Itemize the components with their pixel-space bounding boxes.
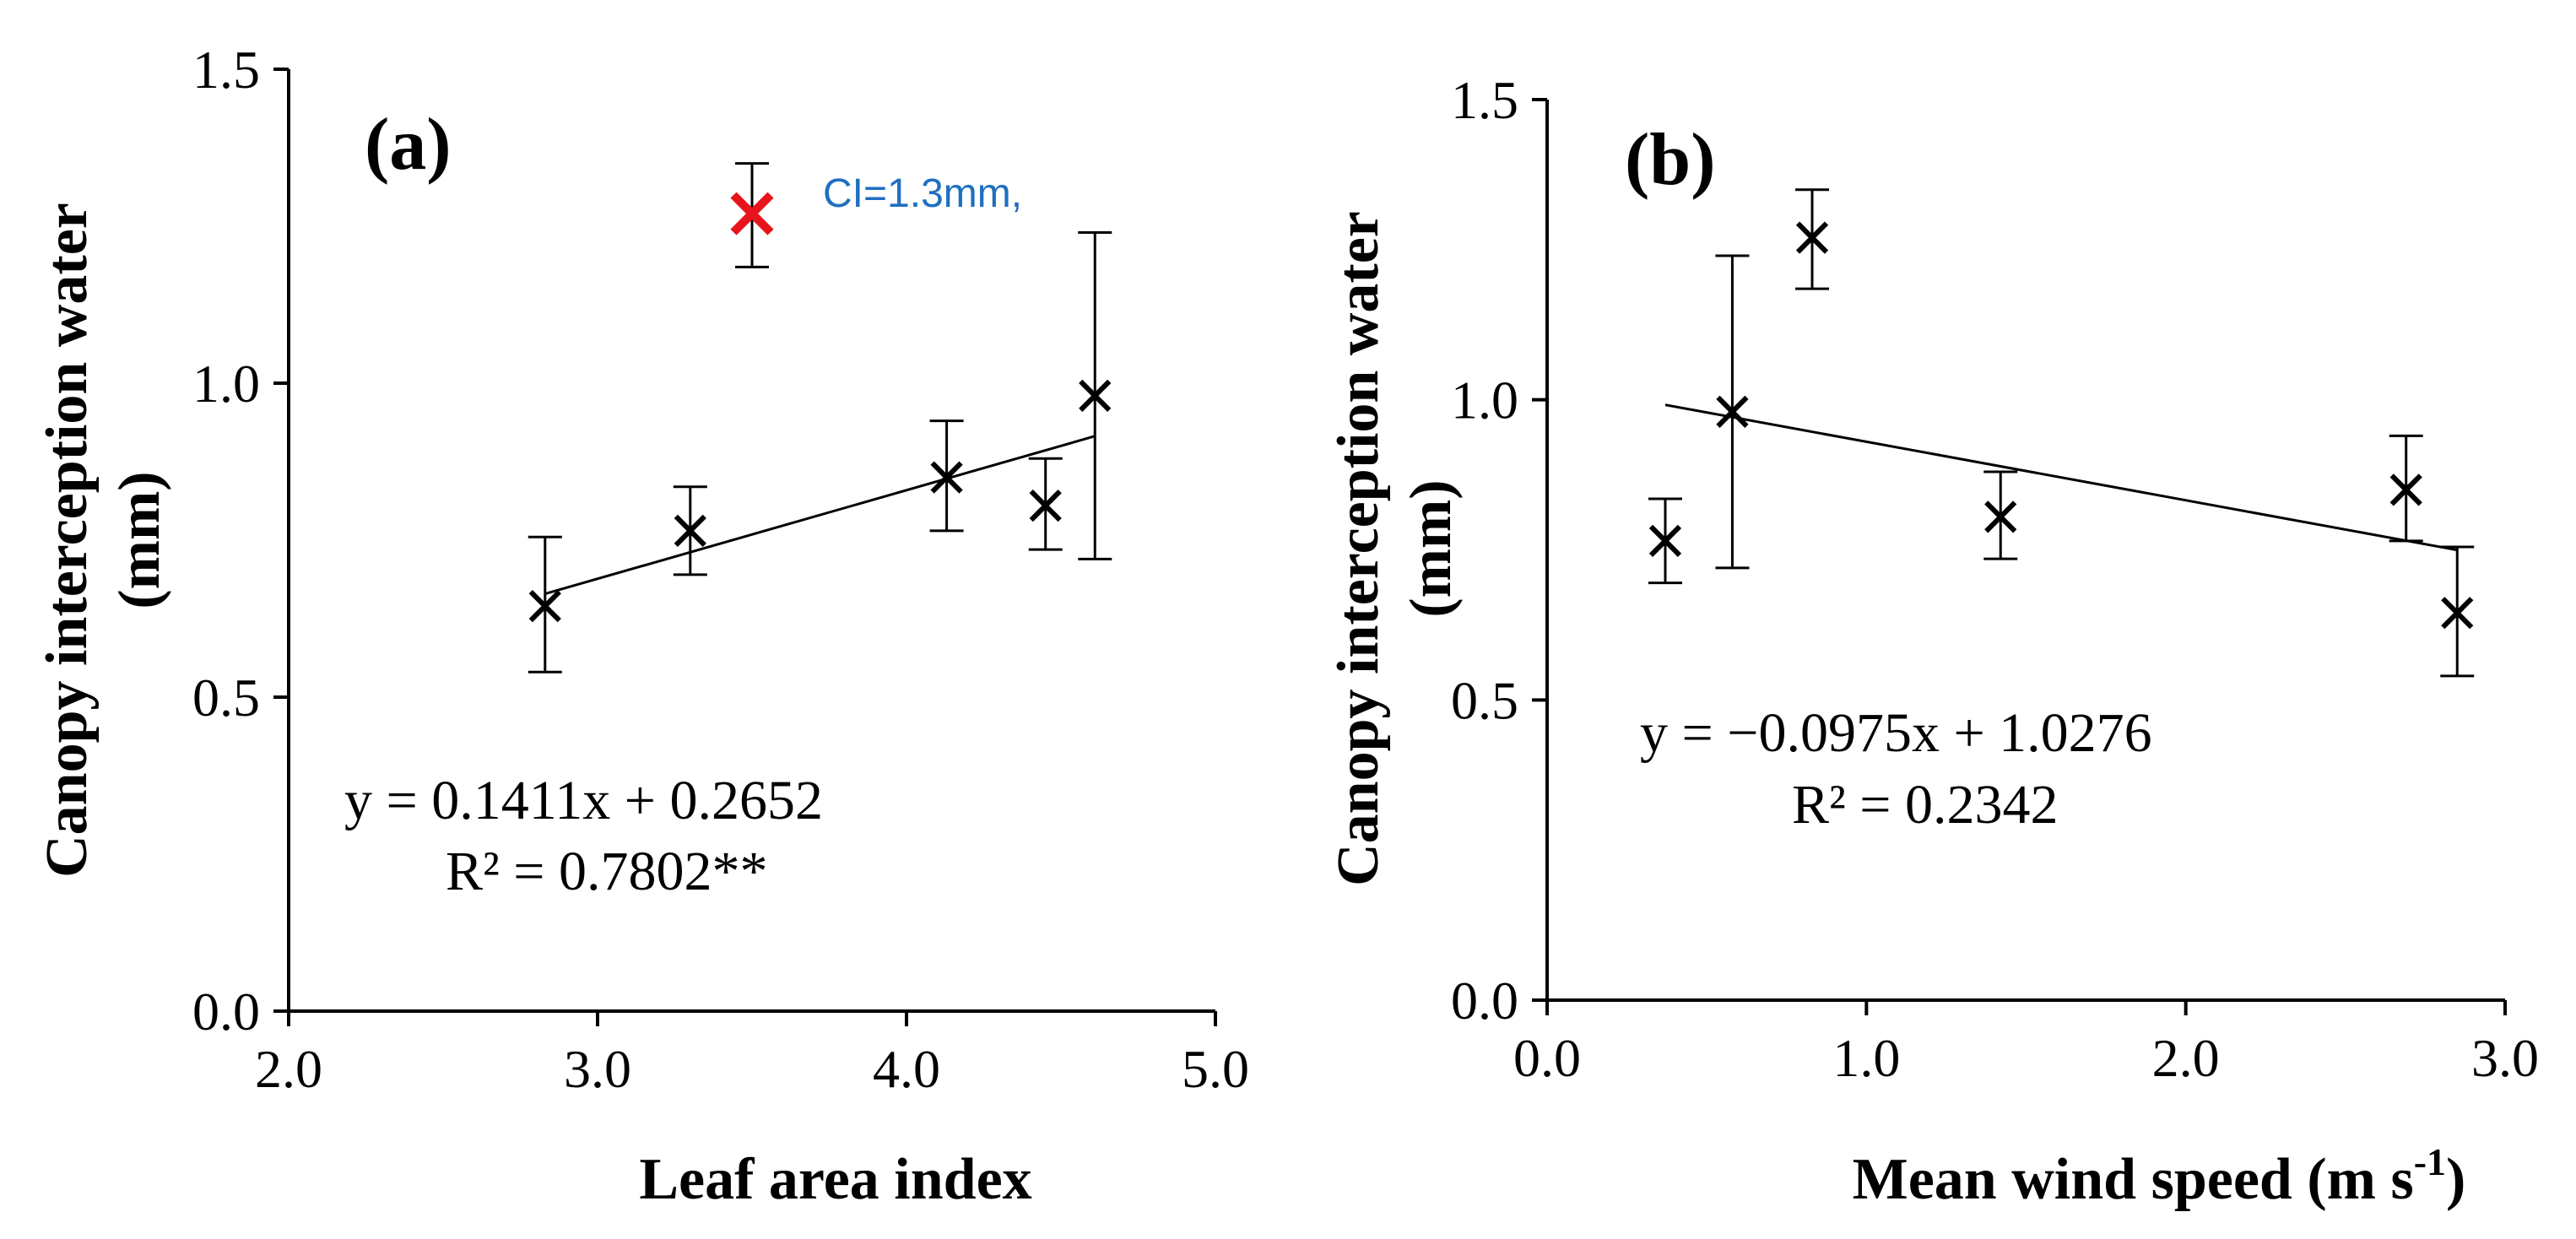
panel-a-x-tick-label: 2.0 [255,1039,322,1099]
panel-a-trendline [544,435,1096,596]
panel-b-label: (b) [1625,119,1716,201]
panel-a-marker-stroke [1079,379,1112,413]
panel-a-equation: y = 0.1411x + 0.2652 [344,770,823,831]
panel-b-y-tick-label: 1.5 [1451,70,1518,130]
panel-a-x-tick-label: 3.0 [564,1039,631,1099]
panel-b-y-tick-label: 0.5 [1451,670,1518,730]
panel-b-x-axis-title-sup: -1 [2414,1140,2446,1183]
panel-b-point [2389,473,2422,506]
panel-b-y-tick-label: 0.0 [1451,971,1518,1031]
panel-a-point [674,514,706,547]
panel-b-point [1716,395,1749,429]
panel-a-errorbars [528,162,1112,674]
panel-a-ticks: 2.0 3.0 4.0 5.0 0.0 0.5 1.0 1.5 [192,40,1249,1099]
panel-b-x-tick-label: 3.0 [2471,1028,2539,1088]
panel-a-trendline-group [544,435,1096,596]
panel-a-marker-stroke [674,514,706,547]
panel-a-y-tick-label: 1.5 [192,40,260,100]
panel-b-x-axis-title: Mean wind speed (m s-1) [1853,1140,2466,1212]
panel-b-marker-stroke [1648,524,1682,557]
panel-b-y-axis-title-line2: (mm) [1399,479,1464,617]
panel-b-x-tick-label: 2.0 [2152,1028,2220,1088]
panel-b-marker-stroke [1795,221,1829,254]
panel-b-marker-stroke [1716,395,1749,429]
panel-b-point [1984,500,2017,533]
panel-a-r-squared: R² = 0.7802** [446,841,768,902]
panel-a-point-highlighted [730,192,774,235]
panel-b-x-axis-title-close: ) [2446,1147,2465,1212]
panel-a-x-axis-title: Leaf area index [639,1147,1031,1212]
panel-b-x-tick-label: 0.0 [1513,1028,1581,1088]
panel-a-y-tick-label: 0.0 [192,982,260,1042]
panel-b-marker-stroke [2389,473,2422,506]
panel-a-y-axis-title-line2: (mm) [107,471,172,609]
panel-a-x-tick-label: 5.0 [1182,1039,1249,1099]
panel-a: 2.0 3.0 4.0 5.0 0.0 0.5 1.0 1.5 (a) CI=1.3mm, y… [35,40,1249,1212]
panel-b-equation: y = −0.0975x + 1.0276 [1640,702,2152,764]
panel-b-r-squared: R² = 0.2342 [1792,774,2059,836]
panel-a-points [528,192,1112,623]
panel-a-y-axis-title-line1: Canopy interception water [35,203,100,878]
panel-a-point [528,589,561,623]
panel-a-marker-stroke [730,192,774,235]
panel-a-marker-stroke [1029,489,1062,522]
panel-b-point [1795,221,1829,254]
panel-b-y-axis-title-line1: Canopy interception water [1326,211,1391,886]
panel-b-points [1648,221,2474,630]
panel-b-x-tick-label: 1.0 [1832,1028,1900,1088]
panel-b-y-tick-label: 1.0 [1451,371,1518,430]
panel-b-trendline-group [1664,403,2458,552]
panel-a-x-tick-label: 4.0 [873,1039,940,1099]
panel-a-y-tick-label: 1.0 [192,354,260,414]
panel-b-point [1648,524,1682,557]
panel-b-point [2441,597,2474,630]
panel-b: 0.0 1.0 2.0 3.0 0.0 0.5 1.0 1.5 (b) y = −0.0975… [1326,70,2539,1212]
panel-b-ticks: 0.0 1.0 2.0 3.0 0.0 0.5 1.0 1.5 [1451,70,2539,1088]
panel-a-point [1029,489,1062,522]
panel-a-annotation: CI=1.3mm, [823,171,1022,216]
panel-a-y-tick-label: 0.5 [192,668,260,728]
panel-b-marker-stroke [1984,500,2017,533]
panel-a-marker-stroke [528,589,561,623]
panel-a-label: (a) [365,104,452,186]
panel-b-trendline [1664,403,2458,552]
panel-b-marker-stroke [2441,597,2474,630]
panel-a-point [930,461,963,494]
panel-b-errorbars [1648,188,2475,678]
panel-a-marker-stroke [930,461,963,494]
panel-a-point [1079,379,1112,413]
panel-b-x-axis-title-main: Mean wind speed (m s [1853,1147,2414,1212]
